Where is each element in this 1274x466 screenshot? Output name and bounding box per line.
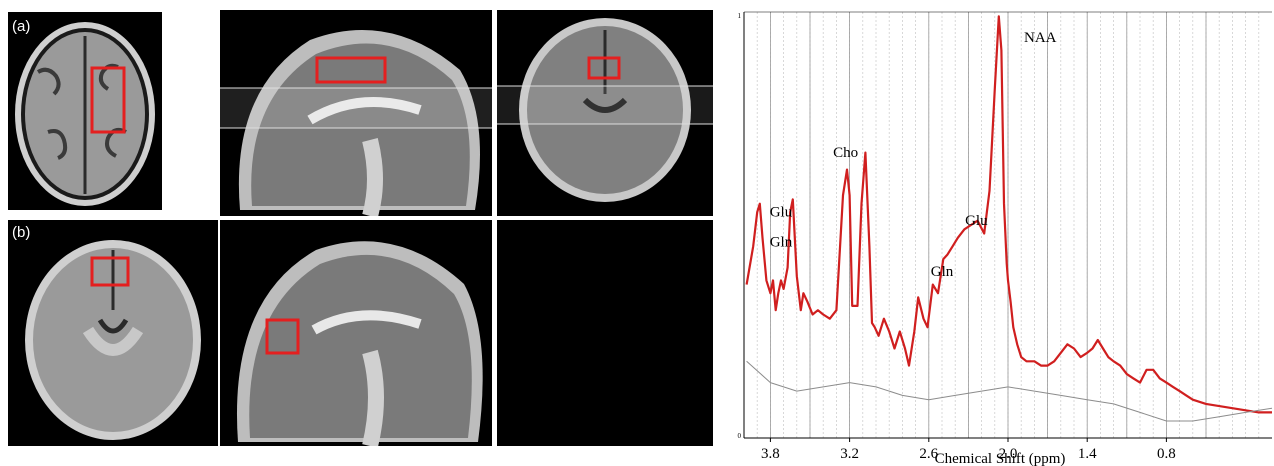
roi-box-coronal-a <box>587 56 621 80</box>
x-tick-label: 2.0 <box>999 446 1018 462</box>
x-tick-label: 3.8 <box>761 446 780 462</box>
mri-axial-b: (b) <box>8 220 218 446</box>
grid-layer <box>756 12 1260 438</box>
annotation-gln-2: Gln <box>931 264 954 280</box>
roi-box-sagittal-b <box>265 318 300 355</box>
x-tick-label: 1.4 <box>1078 446 1097 462</box>
mri-sagittal-a <box>220 10 492 216</box>
annotation-naa: NAA <box>1024 30 1057 46</box>
coronal-brain-image-a <box>497 18 713 202</box>
annotation-cho: Cho <box>833 145 858 161</box>
annotation-layer: NAA Cho Glu Gln Gln Glu <box>770 30 1057 280</box>
axial-brain-image-a <box>15 22 155 206</box>
x-tick-label: 2.6 <box>919 446 938 462</box>
mri-coronal-a <box>497 10 713 216</box>
mri-axial-a: (a) <box>8 12 162 210</box>
roi-box-axial-b <box>90 256 130 287</box>
x-axis-title: Chemical Shift (ppm) <box>935 451 1066 466</box>
axis-layer: 3.8 3.2 2.6 2.0 1.4 0.8 1 0 <box>738 11 1272 462</box>
annotation-glu-2: Glu <box>965 213 988 229</box>
baseline-line <box>746 360 1273 422</box>
mri-sagittal-b <box>220 220 492 446</box>
panel-label-b: (b) <box>12 224 31 241</box>
fitted-spectrum-line <box>745 15 1272 414</box>
annotation-gln-1: Gln <box>770 234 793 250</box>
panel-label-a: (a) <box>12 18 31 35</box>
sagittal-brain-image-b <box>236 241 483 446</box>
roi-box-axial-a <box>90 66 126 134</box>
x-tick-label: 3.2 <box>840 446 859 462</box>
empty-panel <box>497 220 713 446</box>
y-tick-label-top: 1 <box>738 12 742 20</box>
series-layer <box>745 15 1273 422</box>
x-tick-label: 0.8 <box>1157 446 1176 462</box>
axial-brain-image-b <box>25 240 201 440</box>
sagittal-brain-image-a <box>220 30 492 216</box>
annotation-glu-1: Glu <box>770 204 793 220</box>
mrs-spectrum-chart: 3.8 3.2 2.6 2.0 1.4 0.810 NAAChoGluGlnGlnGlu … <box>738 11 1273 466</box>
y-tick-label-bottom: 0 <box>738 432 742 440</box>
roi-box-sagittal-a <box>315 56 387 84</box>
